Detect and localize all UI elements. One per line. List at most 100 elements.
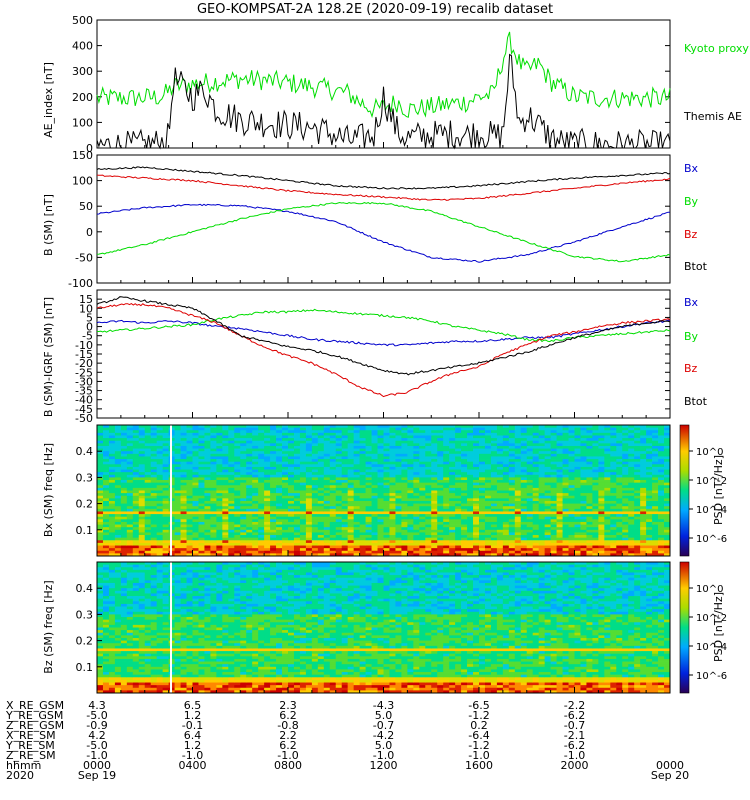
spec-cell: [604, 472, 611, 476]
spec-cell: [120, 456, 128, 460]
spec-cell: [508, 514, 516, 518]
spec-cell: [156, 553, 164, 557]
spec-cell: [616, 514, 623, 518]
spec-cell: [293, 485, 301, 489]
spec-cell: [258, 540, 265, 544]
spec-cell: [646, 443, 653, 447]
spec-cell: [467, 474, 474, 478]
spec-cell: [102, 427, 110, 431]
spec-cell: [299, 503, 307, 507]
spec-cell: [138, 553, 146, 557]
spec-cell: [407, 480, 414, 484]
spec-cell: [359, 427, 366, 431]
spec-cell: [413, 474, 420, 478]
spec-cell: [490, 435, 498, 439]
spec-cell: [401, 548, 408, 552]
spec-cell: [526, 430, 534, 434]
spec-cell: [246, 480, 253, 484]
spec-cell: [580, 535, 587, 539]
spec-cell: [335, 495, 343, 499]
spec-cell: [186, 514, 193, 518]
spec-cell: [276, 516, 283, 520]
spec-cell: [210, 511, 217, 515]
spec-cell: [120, 508, 128, 512]
spec-cell: [126, 506, 134, 510]
spec-cell: [628, 500, 635, 504]
spec-cell: [371, 445, 378, 449]
spec-cell: [162, 545, 170, 549]
spec-cell: [526, 438, 534, 442]
spec-cell: [150, 524, 158, 528]
spec-cell: [97, 487, 104, 491]
spec-cell: [562, 514, 569, 518]
spec-cell: [341, 516, 349, 520]
spec-cell: [616, 445, 623, 449]
spec-cell: [449, 425, 456, 429]
spec-cell: [658, 545, 665, 549]
spec-cell: [425, 535, 432, 539]
spec-cell: [496, 553, 504, 557]
spec-cell: [580, 500, 587, 504]
spec-cell: [150, 451, 158, 455]
spec-cell: [299, 490, 307, 494]
spec-cell: [144, 500, 152, 504]
spec-cell: [192, 427, 199, 431]
spec-cell: [258, 519, 265, 523]
spec-cell: [258, 529, 265, 533]
spec-cell: [514, 456, 522, 460]
spec-cell: [293, 427, 301, 431]
spec-cell: [365, 448, 372, 452]
spec-cell: [556, 542, 563, 546]
spec-cell: [658, 490, 665, 494]
spec-cell: [234, 472, 241, 476]
spec-cell: [473, 514, 480, 518]
spec-cell: [252, 511, 259, 515]
spec-cell: [502, 469, 510, 473]
spec-cell: [144, 537, 152, 541]
spec-cell: [532, 542, 540, 546]
spec-cell: [449, 443, 456, 447]
spec-cell: [473, 511, 480, 515]
spec-cell: [532, 498, 540, 502]
spec-cell: [192, 430, 199, 434]
spec-cell: [467, 521, 474, 525]
spec-cell: [252, 524, 259, 528]
spec-cell: [120, 524, 128, 528]
spec-cell: [174, 459, 181, 463]
spec-cell: [293, 521, 301, 525]
y-tick-label: 0.2: [76, 498, 94, 511]
spec-cell: [383, 521, 390, 525]
spec-cell: [264, 519, 271, 523]
spec-cell: [108, 532, 116, 536]
spec-cell: [562, 438, 569, 442]
spec-cell: [317, 540, 325, 544]
spec-cell: [532, 553, 540, 557]
spec-cell: [377, 435, 384, 439]
spec-cell: [514, 448, 522, 452]
spec-cell: [323, 445, 331, 449]
spec-cell: [586, 514, 593, 518]
spec-cell: [628, 553, 635, 557]
spec-cell: [317, 553, 325, 557]
spec-cell: [347, 493, 355, 497]
spec-cell: [228, 464, 235, 468]
spec-cell: [562, 480, 569, 484]
spec-cell: [264, 535, 271, 539]
spec-cell: [568, 456, 575, 460]
spec-cell: [502, 498, 510, 502]
spec-cell: [108, 508, 116, 512]
spec-cell: [228, 456, 235, 460]
spec-cell: [97, 685, 104, 689]
spec-cell: [114, 490, 122, 494]
spec-cell: [347, 469, 355, 473]
spec-cell: [174, 537, 181, 541]
spec-cell: [431, 535, 438, 539]
spec-cell: [532, 469, 540, 473]
spec-cell: [550, 469, 557, 473]
spec-cell: [610, 472, 617, 476]
spec-cell: [574, 542, 581, 546]
spec-cell: [443, 500, 450, 504]
spec-cell: [174, 477, 181, 481]
spec-cell: [550, 514, 557, 518]
spec-cell: [407, 477, 414, 481]
